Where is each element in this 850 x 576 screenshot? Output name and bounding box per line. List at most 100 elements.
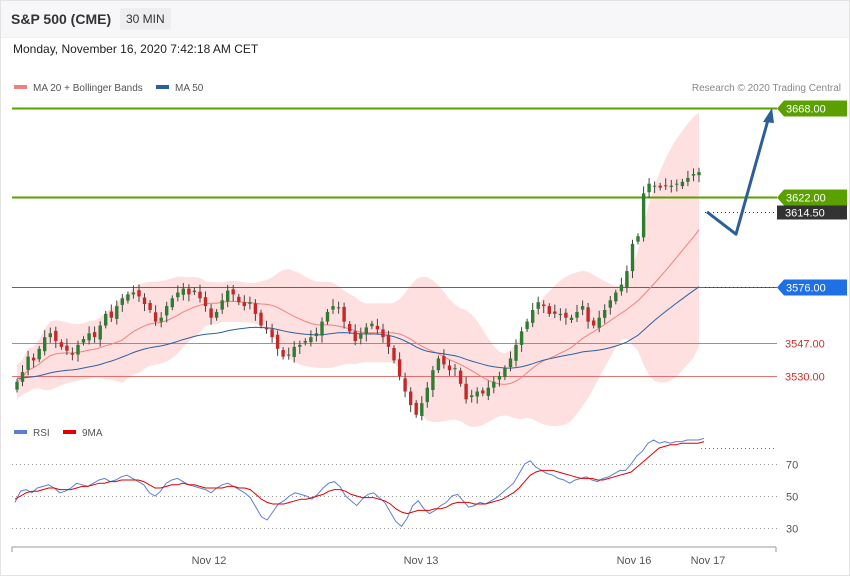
- candle-up: [531, 310, 535, 323]
- time-tick-label: Nov 16: [617, 555, 652, 567]
- candle-down: [31, 357, 36, 361]
- candle-up: [641, 193, 646, 238]
- candle-up: [619, 284, 624, 292]
- candle-down: [348, 324, 352, 332]
- candle-down: [275, 334, 280, 349]
- candle-up: [181, 288, 185, 295]
- timeframe-button[interactable]: 30 MIN: [120, 8, 171, 30]
- candle-up: [503, 368, 507, 378]
- rsi-line: [14, 437, 705, 528]
- candle-down: [397, 359, 402, 376]
- candle-down: [109, 311, 113, 318]
- candle-up: [603, 310, 607, 318]
- candle-down: [542, 304, 546, 307]
- candle-up: [608, 300, 612, 308]
- candle-down: [414, 402, 418, 415]
- ma50-legend-label: MA 50: [175, 83, 204, 94]
- candle-up: [614, 292, 618, 302]
- candle-up: [165, 306, 169, 316]
- candle-up: [675, 183, 679, 185]
- ma20-legend-swatch: [14, 85, 27, 89]
- time-tick-label: Nov 13: [404, 555, 439, 567]
- ma20-legend-label: MA 20 + Bollinger Bands: [33, 83, 143, 94]
- candle-down: [464, 383, 468, 400]
- candle-up: [636, 236, 640, 242]
- candle-down: [153, 312, 158, 322]
- candle-up: [87, 333, 91, 341]
- candle-up: [226, 290, 230, 302]
- candle-up: [486, 387, 490, 396]
- candle-up: [370, 323, 374, 327]
- rsi-tick-label: 70: [786, 460, 798, 472]
- candle-down: [592, 320, 596, 326]
- rsi-legend-swatch: [14, 430, 27, 434]
- candle-down: [392, 348, 396, 361]
- candle-up: [364, 327, 368, 335]
- candle-down: [658, 185, 662, 188]
- ma50-line: [16, 286, 700, 379]
- research-credit: Research © 2020 Trading Central: [692, 83, 841, 94]
- time-tick-label: Nov 12: [192, 555, 227, 567]
- candlesticks: [15, 167, 701, 421]
- candle-up: [15, 381, 19, 390]
- candle-down: [375, 325, 380, 330]
- candle-up: [170, 298, 174, 308]
- candle-up: [691, 174, 696, 176]
- candle-up: [569, 317, 574, 320]
- candle-down: [59, 342, 64, 347]
- candle-up: [325, 311, 330, 322]
- candle-up: [625, 271, 629, 287]
- resistance-label: 3622.00: [786, 193, 826, 205]
- candle-down: [342, 306, 346, 322]
- candle-up: [680, 181, 685, 187]
- candle-down: [92, 332, 97, 338]
- candle-down: [137, 290, 141, 297]
- candle-down: [242, 302, 246, 307]
- candle-up: [292, 346, 296, 357]
- candle-up: [597, 317, 601, 328]
- candle-down: [187, 288, 191, 295]
- time-tick-label: Nov 17: [691, 555, 726, 567]
- candle-up: [320, 321, 324, 336]
- projection-arrowhead: [763, 108, 774, 123]
- candle-up: [309, 337, 313, 343]
- candle-up: [192, 290, 197, 293]
- candle-up: [98, 325, 102, 340]
- candle-up: [436, 358, 441, 371]
- candle-down: [547, 306, 551, 314]
- candle-up: [420, 403, 424, 416]
- candle-down: [458, 370, 463, 384]
- candle-up: [159, 317, 163, 322]
- candle-down: [203, 297, 208, 307]
- candle-down: [664, 185, 668, 187]
- candle-up: [115, 306, 119, 319]
- candle-down: [148, 303, 152, 310]
- candle-up: [120, 298, 124, 305]
- last-price-tag: [777, 205, 847, 220]
- candle-down: [481, 390, 485, 394]
- candle-up: [314, 333, 319, 336]
- candle-down: [259, 312, 263, 326]
- candle-up: [519, 331, 524, 345]
- candle-up: [580, 306, 585, 310]
- candle-up: [686, 177, 690, 182]
- candle-up: [104, 313, 108, 326]
- candle-up: [48, 333, 52, 338]
- resistance-label: 3668.00: [786, 104, 826, 116]
- candle-up: [37, 348, 41, 360]
- candle-up: [176, 292, 180, 298]
- candle-down: [54, 330, 58, 341]
- candle-down: [409, 391, 413, 406]
- candle-down: [281, 350, 285, 357]
- projection-path: [706, 119, 770, 236]
- candle-up: [558, 313, 563, 316]
- candle-down: [270, 329, 274, 338]
- candle-down: [231, 289, 235, 295]
- candle-down: [586, 307, 590, 322]
- timestamp: Monday, November 16, 2020 7:42:18 AM CET: [13, 42, 259, 56]
- projection-arrow: [706, 108, 774, 236]
- support-label: 3530.00: [785, 372, 825, 384]
- candle-down: [442, 356, 446, 365]
- candle-up: [248, 302, 252, 304]
